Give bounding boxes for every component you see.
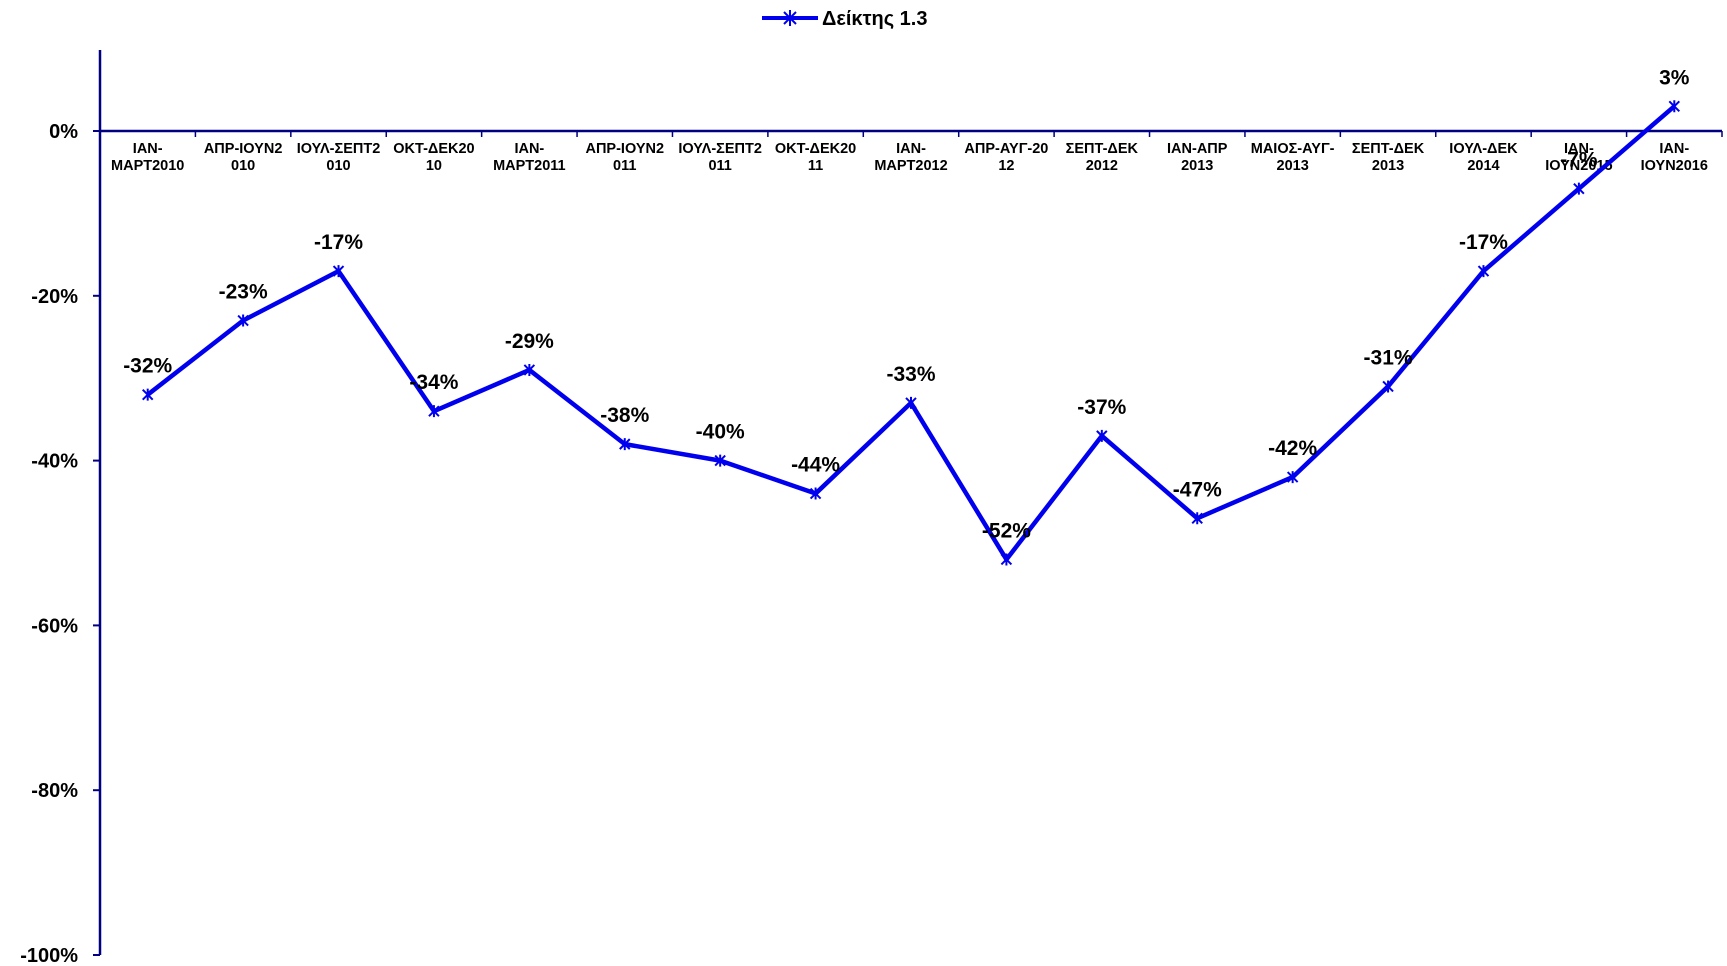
legend: Δείκτης 1.3 <box>762 8 927 30</box>
data-label: -31% <box>1364 346 1413 369</box>
data-point <box>809 487 822 500</box>
y-tick-label: 0% <box>49 121 78 143</box>
data-label: -33% <box>886 363 935 386</box>
x-tick-label: ΙΟΥΛ-ΣΕΠΤ2 011 <box>678 141 762 174</box>
series <box>141 100 1680 566</box>
x-tick-label: ΜΑΙΟΣ-ΑΥΓ-2013 <box>1251 141 1335 174</box>
data-point <box>1573 182 1585 195</box>
x-tick-label: ΑΠΡ-ΙΟΥΝ2 010 <box>204 141 283 174</box>
data-label: -38% <box>600 404 649 427</box>
data-label: -17% <box>314 231 363 254</box>
x-tick-label: ΙΑΝ-ΙΟΥΝ2015 <box>1545 141 1612 174</box>
x-tick-labels: ΙΑΝ-ΜΑΡΤ2010 ΑΠΡ-ΙΟΥΝ2 010 ΙΟΥΛ-ΣΕΠΤ2 010 ΟΚΤ… <box>111 141 1708 174</box>
data-label: -7% <box>1560 149 1598 172</box>
x-tick-label: ΙΟΥΛ-ΔΕΚ 2014 <box>1449 141 1518 174</box>
y-tick-label: -80% <box>31 780 78 802</box>
x-tick-label: ΣΕΠΤ-ΔΕΚ 2013 <box>1352 141 1425 174</box>
x-tick-label: ΟΚΤ-ΔΕΚ20 10 <box>393 141 474 174</box>
data-point <box>619 438 631 451</box>
x-tick-label: ΙΟΥΛ-ΣΕΠΤ2 010 <box>297 141 381 174</box>
data-point <box>1668 100 1680 113</box>
data-label: -32% <box>123 355 172 378</box>
y-tick-label: -20% <box>31 286 78 308</box>
data-point <box>1286 471 1299 484</box>
x-tick-label: ΟΚΤ-ΔΕΚ20 11 <box>775 141 856 174</box>
x-tick-label: ΙΑΝ-ΜΑΡΤ2010 <box>111 141 184 174</box>
x-tick-label: ΙΑΝ-ΑΠΡ 2013 <box>1167 141 1228 174</box>
legend-label: Δείκτης 1.3 <box>822 8 927 30</box>
x-tick-label: ΙΑΝ-ΙΟΥΝ2016 <box>1641 141 1708 174</box>
data-label: -47% <box>1173 478 1222 501</box>
x-tick-label: ΙΑΝ-ΜΑΡΤ2011 <box>493 141 566 174</box>
x-tick-label: ΑΠΡ-ΙΟΥΝ2 011 <box>585 141 664 174</box>
data-point <box>1477 265 1490 278</box>
data-point <box>141 388 154 401</box>
legend-marker <box>783 10 797 26</box>
data-label: -52% <box>982 519 1031 542</box>
data-point <box>1000 553 1013 566</box>
data-point <box>714 454 726 467</box>
data-point <box>1191 512 1203 525</box>
y-tick-label: -60% <box>31 615 78 637</box>
data-label: -42% <box>1268 437 1317 460</box>
x-tick-label: ΙΑΝ-ΜΑΡΤ2012 <box>874 141 947 174</box>
data-label: -37% <box>1077 396 1126 419</box>
y-tick-label: -40% <box>31 451 78 473</box>
data-point <box>1096 429 1108 442</box>
data-point <box>1382 380 1394 393</box>
data-point <box>332 265 345 278</box>
data-label: -29% <box>505 330 554 353</box>
data-point <box>237 314 249 327</box>
data-label: -34% <box>409 371 458 394</box>
data-label: -44% <box>791 454 840 477</box>
x-tick-label: ΑΠΡ-ΑΥΓ-20 12 <box>964 141 1048 174</box>
data-point <box>428 405 440 418</box>
data-label: 3% <box>1659 66 1690 89</box>
x-tick-label: ΣΕΠΤ-ΔΕΚ 2012 <box>1066 141 1139 174</box>
data-label: -17% <box>1459 231 1508 254</box>
x-axis <box>99 129 1723 137</box>
data-label: -40% <box>696 421 745 444</box>
data-labels: -32% -23% -17% -34% -29% -38% -40% -44% -33% -52%… <box>123 66 1690 542</box>
series-line <box>146 104 1676 562</box>
y-tick-label: -100% <box>20 945 78 966</box>
data-point <box>523 363 536 376</box>
data-label: -23% <box>219 281 268 304</box>
y-axis: 0% -20% -40% -60% -80% -100% <box>20 50 102 966</box>
data-point <box>905 396 917 409</box>
